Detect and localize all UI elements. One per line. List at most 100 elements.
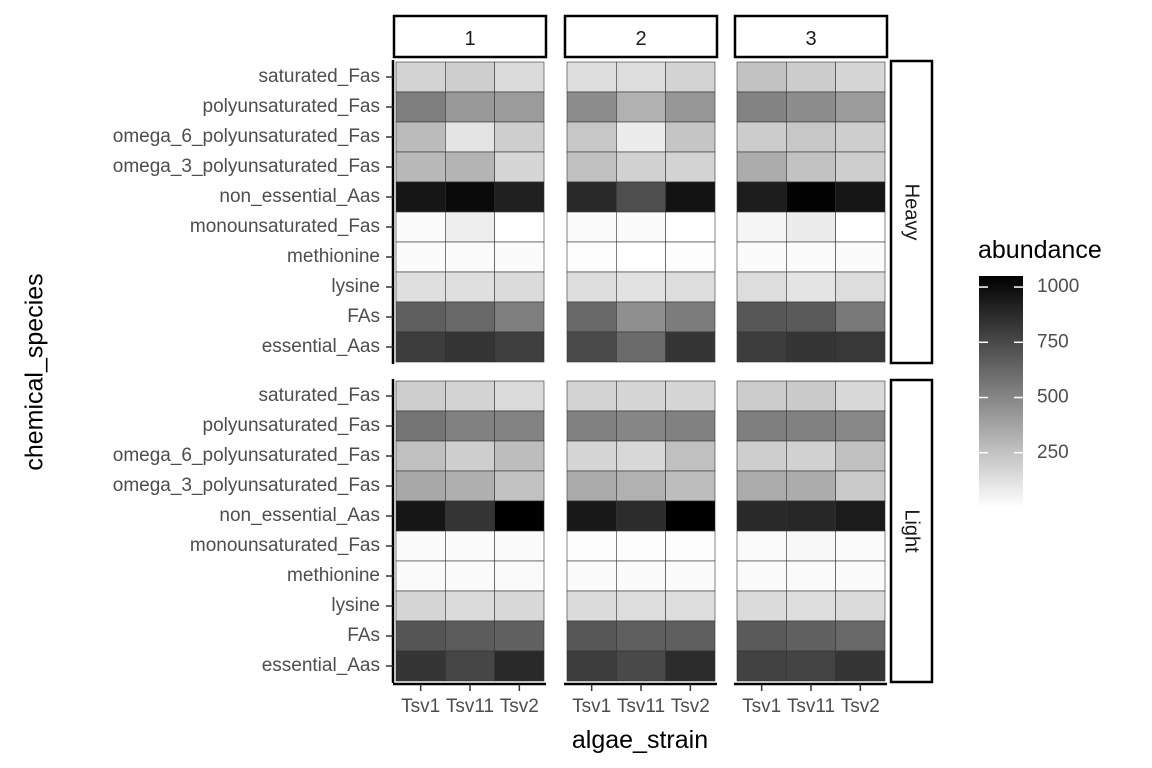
y-tick-label: non_essential_Aas [219, 505, 380, 526]
heatmap-cell [395, 121, 446, 153]
heatmap-cell [566, 500, 617, 532]
heatmap-cell [835, 151, 886, 183]
heatmap-cell [665, 650, 716, 682]
heatmap-cell [736, 560, 787, 592]
heatmap-cell [566, 380, 617, 412]
heatmap-cell [494, 440, 545, 472]
heatmap-cell [395, 241, 446, 273]
heatmap-cell [835, 620, 886, 652]
heatmap-cell [566, 410, 617, 442]
heatmap-cell [835, 590, 886, 622]
heatmap-cell [665, 380, 716, 412]
heatmap-cell [445, 500, 495, 532]
heatmap-cell [616, 560, 666, 592]
heatmap-cell [494, 331, 545, 363]
heatmap-cell [786, 151, 836, 183]
heatmap-cell [736, 241, 787, 273]
heatmap-cell [665, 620, 716, 652]
heatmap-cell [445, 331, 495, 363]
heatmap-cell [665, 211, 716, 243]
heatmap-cell [616, 380, 666, 412]
heatmap-cell [736, 331, 787, 363]
legend-title: abundance [978, 236, 1102, 264]
heatmap-cell [395, 331, 446, 363]
heatmap-cell [616, 331, 666, 363]
facet-strip-row-heavy [889, 59, 934, 365]
heatmap-cell [566, 620, 617, 652]
heatmap-cell [566, 91, 617, 123]
heatmap-cell [665, 500, 716, 532]
heatmap-cell [665, 181, 716, 213]
heatmap-cell [395, 151, 446, 183]
heatmap-cell [786, 121, 836, 153]
heatmap-cell [494, 500, 545, 532]
heatmap-cell [786, 650, 836, 682]
facet-label-row-light: Light [901, 509, 923, 553]
heatmap-cell [445, 650, 495, 682]
heatmap-cell [665, 301, 716, 333]
facet-label-col-3: 3 [805, 28, 816, 50]
heatmap-cell [445, 440, 495, 472]
heatmap-cell [736, 271, 787, 303]
heatmap-cell [494, 380, 545, 412]
heatmap-cell [835, 301, 886, 333]
y-tick-label: monounsaturated_Fas [190, 535, 380, 556]
x-tick-label: Tsv2 [841, 696, 880, 717]
x-axis-title: algae_strain [572, 726, 708, 754]
heatmap-cell [835, 440, 886, 472]
heatmap-cell [445, 380, 495, 412]
x-tick-label: Tsv1 [742, 696, 781, 717]
heatmap-cell [835, 61, 886, 93]
heatmap-cell [616, 301, 666, 333]
heatmap-cell [786, 211, 836, 243]
heatmap-cell [665, 271, 716, 303]
x-tick-label: Tsv11 [446, 696, 494, 717]
heatmap-cell [395, 91, 446, 123]
heatmap-cell [494, 241, 545, 273]
heatmap-cell [786, 380, 836, 412]
heatmap-cell [566, 560, 617, 592]
heatmap-cell [445, 271, 495, 303]
heatmap-cell [395, 410, 446, 442]
heatmap-cell [736, 181, 787, 213]
heatmap-cell [566, 61, 617, 93]
heatmap-cell [736, 440, 787, 472]
heatmap-cell [445, 620, 495, 652]
heatmap-cell [665, 410, 716, 442]
y-tick-label: omega_3_polyunsaturated_Fas [113, 475, 380, 496]
heatmap-cell [395, 530, 446, 562]
heatmap-cell [395, 61, 446, 93]
heatmap-cell [665, 151, 716, 183]
heatmap-cell [736, 380, 787, 412]
heatmap-cell [835, 410, 886, 442]
heatmap-cell [616, 211, 666, 243]
heatmap-cell [835, 500, 886, 532]
facet-label-col-1: 1 [464, 28, 475, 50]
heatmap-cell [395, 181, 446, 213]
heatmap-cell [835, 331, 886, 363]
heatmap-cell [786, 590, 836, 622]
heatmap-cell [395, 470, 446, 502]
facet-strip-col-3 [733, 14, 889, 59]
heatmap-cell [566, 121, 617, 153]
x-tick-label: Tsv2 [500, 696, 539, 717]
heatmap-cell [566, 590, 617, 622]
heatmap-cell [835, 530, 886, 562]
heatmap-cell [494, 560, 545, 592]
heatmap-cell [665, 530, 716, 562]
heatmap-cell [736, 61, 787, 93]
heatmap-cell [786, 560, 836, 592]
heatmap-cell [445, 590, 495, 622]
heatmap-cell [395, 590, 446, 622]
heatmap-cell [665, 91, 716, 123]
heatmap-cell [445, 211, 495, 243]
heatmap-cell [494, 590, 545, 622]
heatmap-cell [566, 331, 617, 363]
x-tick-label: Tsv11 [787, 696, 835, 717]
heatmap-cell [566, 211, 617, 243]
legend-tick-label: 250 [1037, 442, 1069, 463]
heatmap-cell [395, 271, 446, 303]
legend-tick-label: 500 [1037, 387, 1069, 408]
heatmap-cell [494, 410, 545, 442]
heatmap-cell [616, 61, 666, 93]
